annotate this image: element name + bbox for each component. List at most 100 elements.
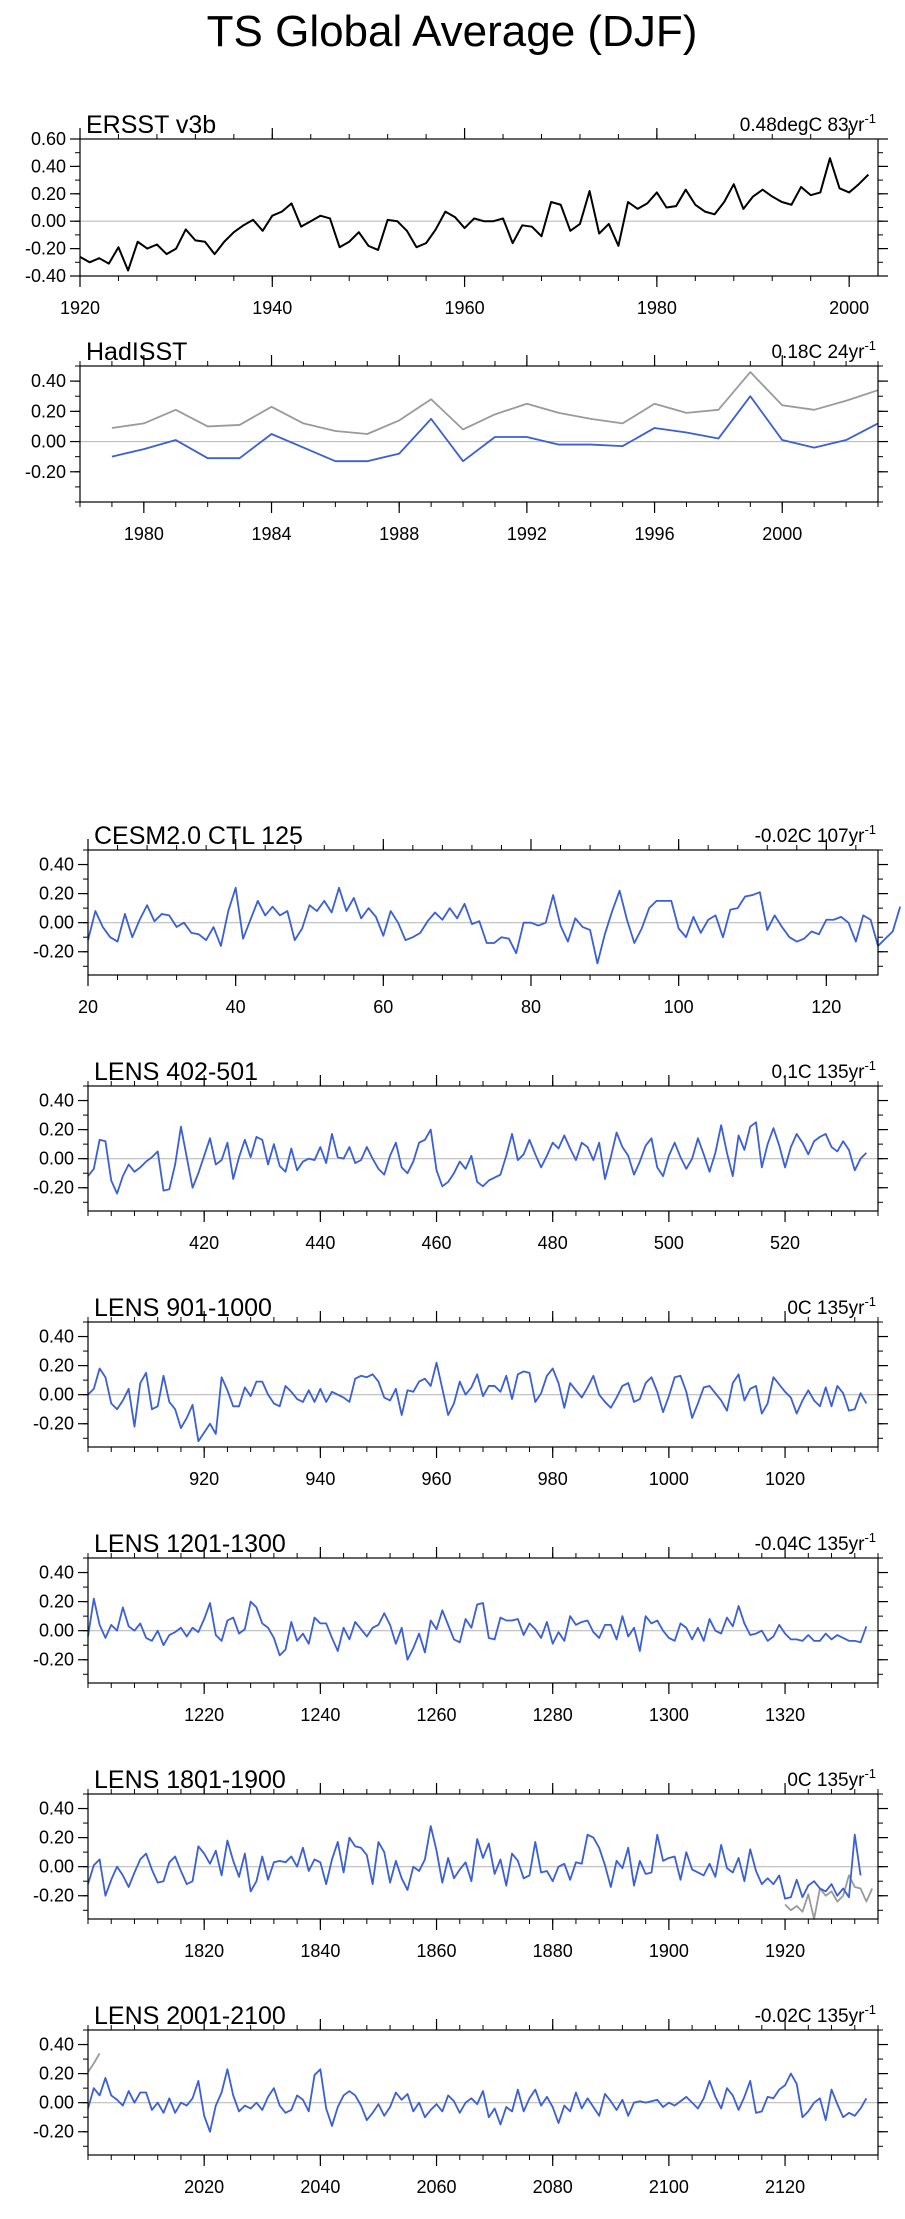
panel-title: LENS 1201-1300 [94,1530,286,1558]
x-tick-label: 1020 [765,1469,805,1489]
y-tick-label: -0.20 [33,1178,74,1198]
y-tick-label: 0.40 [39,855,74,875]
panel-stat: 0.48degC 83yr-1 [740,111,876,136]
series-line-model [87,1121,868,1195]
panel-stat: 0C 135yr-1 [787,1766,876,1791]
x-tick-label: 2000 [829,298,869,318]
y-tick-label: -0.20 [33,2122,74,2142]
x-tick-label: 520 [770,1233,800,1253]
panel-stat-exponent: -1 [864,822,876,837]
y-tick-label: 0.00 [39,2093,74,2113]
panel-stat: -0.02C 107yr-1 [755,822,876,847]
chart-panel: LENS 2001-2100 -0.02C 135yr-1 -0.20 0.00 0.2… [33,2002,888,2197]
y-tick-label: 0.40 [39,2035,74,2055]
x-tick-label: 1220 [184,1705,224,1725]
panel-stat-exponent: -1 [864,1766,876,1781]
y-tick-label: 0.40 [31,371,66,391]
panel-stat-exponent: -1 [864,1294,876,1309]
plot-frame [87,849,879,976]
chart-panel: LENS 1801-1900 0C 135yr-1 -0.20 0.00 0.20 0.4… [33,1766,888,1961]
y-tick-label: 0.40 [39,1563,74,1583]
series-line-model [87,1361,868,1443]
panel-stat: -0.02C 135yr-1 [755,2002,876,2027]
x-tick-label: 2020 [184,2177,224,2197]
chart-panel: ERSST v3b 0.48degC 83yr-1 -0.40 -0.20 0.00 0.… [25,111,888,318]
y-tick-label: 0.20 [31,401,66,421]
x-tick-label: 2000 [762,524,802,544]
panel-stat-value: -0.02C 107yr [755,826,866,847]
plot-frame [79,365,879,503]
x-tick-label: 100 [664,997,694,1017]
panel-stat: -0.04C 135yr-1 [755,1530,876,1555]
chart-panels: ERSST v3b 0.48degC 83yr-1 -0.40 -0.20 0.00 0.… [25,111,902,2197]
x-tick-label: 1280 [533,1705,573,1725]
y-tick-label: -0.20 [33,1886,74,1906]
panel-stat-exponent: -1 [864,2002,876,2017]
y-tick-label: 0.00 [31,432,66,452]
x-tick-label: 940 [305,1469,335,1489]
x-tick-label: 980 [538,1469,568,1489]
panel-stat: 0.18C 24yr-1 [771,338,876,363]
panel-title: CESM2.0 CTL 125 [94,822,303,850]
panel-stat-value: 0C 135yr [787,1298,865,1319]
plot-frame [79,138,879,277]
panel-title: LENS 1801-1900 [94,1766,286,1794]
x-tick-label: 1240 [300,1705,340,1725]
y-tick-label: 0.40 [39,1091,74,1111]
panel-stat-exponent: -1 [864,111,876,126]
x-tick-label: 1820 [184,1941,224,1961]
chart-panel: CESM2.0 CTL 125 -0.02C 107yr-1 -0.20 0.00 0.… [33,822,902,1017]
y-tick-label: 0.40 [39,1799,74,1819]
x-tick-label: 2120 [765,2177,805,2197]
series-line-model [87,1825,862,1900]
series-line-reference [784,1874,874,1920]
y-tick-label: -0.20 [33,942,74,962]
series-line-reference [111,371,879,435]
series-line-model [87,2068,868,2133]
panel-title: ERSST v3b [86,111,216,139]
x-tick-label: 80 [521,997,541,1017]
x-tick-label: 480 [538,1233,568,1253]
y-tick-label: 0.20 [31,184,66,204]
x-tick-label: 1992 [507,524,547,544]
x-tick-label: 1988 [379,524,419,544]
y-tick-label: -0.20 [25,239,66,259]
x-tick-label: 120 [811,997,841,1017]
x-tick-label: 1920 [60,298,100,318]
x-tick-label: 460 [422,1233,452,1253]
y-tick-label: 0.20 [39,1120,74,1140]
y-tick-label: 0.00 [39,1857,74,1877]
y-tick-label: 0.00 [39,1149,74,1169]
x-tick-label: 1960 [445,298,485,318]
series-line-observed [79,157,870,272]
y-tick-label: -0.40 [25,266,66,286]
x-tick-label: 1940 [252,298,292,318]
x-tick-label: 1880 [533,1941,573,1961]
x-tick-label: 960 [422,1469,452,1489]
x-tick-label: 440 [305,1233,335,1253]
x-tick-label: 2080 [533,2177,573,2197]
x-tick-label: 40 [226,997,246,1017]
panel-title: LENS 901-1000 [94,1294,272,1322]
figure-title: TS Global Average (DJF) [207,7,698,56]
panel-stat-value: 0C 135yr [787,1770,865,1791]
plot-frame [87,1557,879,1684]
y-tick-label: 0.40 [31,156,66,176]
x-tick-label: 1300 [649,1705,689,1725]
x-tick-label: 1840 [300,1941,340,1961]
panel-stat-value: -0.04C 135yr [755,1534,866,1555]
panel-stat-value: 0.18C 24yr [771,342,865,363]
y-tick-label: 0.60 [31,129,66,149]
x-tick-label: 1996 [635,524,675,544]
series-line-model [111,395,879,463]
y-tick-label: 0.20 [39,1592,74,1612]
x-tick-label: 60 [373,997,393,1017]
chart-panel: LENS 402-501 0.1C 135yr-1 -0.20 0.00 0.20 0.4… [33,1058,888,1253]
y-tick-label: -0.20 [33,1650,74,1670]
y-tick-label: 0.00 [39,1385,74,1405]
y-tick-label: 0.00 [31,211,66,231]
x-tick-label: 1920 [765,1941,805,1961]
series-line-model [87,886,902,965]
panel-stat-exponent: -1 [864,1058,876,1073]
